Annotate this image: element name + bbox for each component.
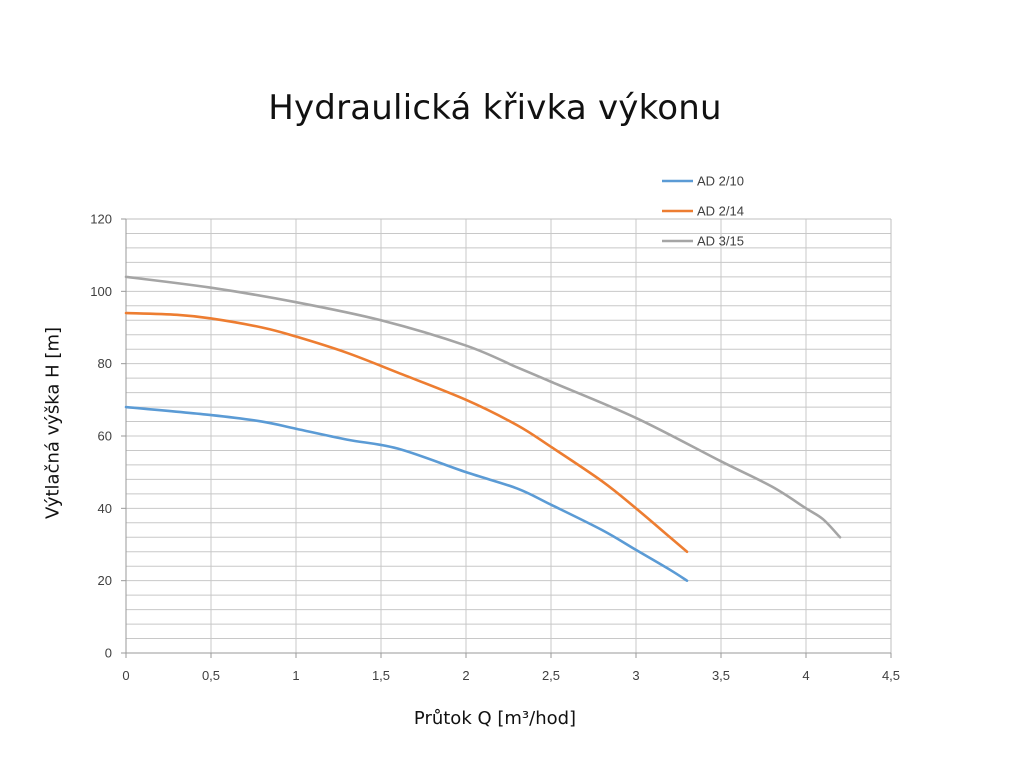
series-line-2 (124, 311, 689, 554)
x-tick-label: 0 (122, 668, 129, 683)
series-layer (124, 275, 842, 582)
x-tick-label: 1,5 (372, 668, 390, 683)
y-ticks: 0 20 40 60 80 100 120 (90, 212, 126, 661)
x-tick-label: 2 (462, 668, 469, 683)
y-tick-label: 60 (98, 429, 112, 444)
x-tick-label: 4 (802, 668, 809, 683)
x-tick-label: 3,5 (712, 668, 730, 683)
legend-label-2: AD 2/14 (697, 204, 744, 219)
y-tick-label: 40 (98, 501, 112, 516)
x-tick-label: 4,5 (882, 668, 900, 683)
y-tick-label: 0 (105, 646, 112, 661)
x-tick-label: 2,5 (542, 668, 560, 683)
y-tick-label: 100 (90, 284, 112, 299)
x-tick-label: 3 (632, 668, 639, 683)
x-tick-label: 0,5 (202, 668, 220, 683)
series-line-3 (124, 275, 842, 539)
grid (126, 219, 892, 653)
x-axis-label: Průtok Q [m³/hod] (413, 708, 577, 729)
chart-title: Hydraulická křivka výkonu (268, 88, 722, 128)
legend: AD 2/10 AD 2/14 AD 3/15 (662, 174, 744, 249)
y-tick-label: 120 (90, 212, 112, 227)
series-line-1 (124, 405, 689, 582)
x-tick-label: 1 (292, 668, 299, 683)
legend-label-3: AD 3/15 (697, 234, 744, 249)
legend-label-1: AD 2/10 (697, 174, 744, 189)
y-tick-label: 20 (98, 573, 112, 588)
x-ticks: 0 0,5 1 1,5 2 2,5 3 3,5 4 4,5 (122, 653, 900, 683)
y-tick-label: 80 (98, 356, 112, 371)
